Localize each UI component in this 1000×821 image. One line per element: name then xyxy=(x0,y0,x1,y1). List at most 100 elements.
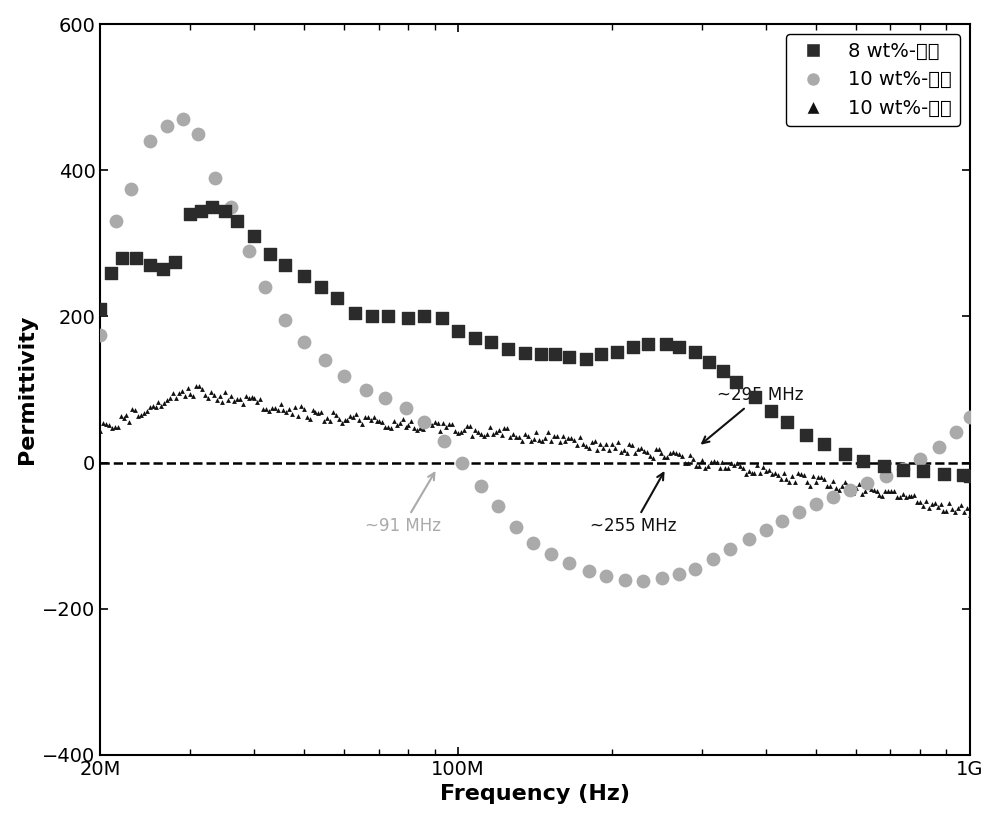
10 wt%-氩气 xyxy=(764,467,780,480)
10 wt%-氩气 xyxy=(453,426,469,439)
10 wt%-氮气 xyxy=(358,383,374,396)
10 wt%-氩气 xyxy=(212,389,228,402)
10 wt%-氩气 xyxy=(709,456,725,469)
10 wt%-氩气 xyxy=(264,401,280,415)
10 wt%-氩气 xyxy=(610,436,626,449)
10 wt%-氮气 xyxy=(561,557,577,570)
10 wt%-氩气 xyxy=(459,420,475,433)
10 wt%-氩气 xyxy=(621,438,637,451)
10 wt%-氩气 xyxy=(799,475,815,488)
10 wt%-氩气 xyxy=(630,443,646,456)
10 wt%-氩气 xyxy=(421,416,437,429)
8 wt%-氮气 xyxy=(92,303,108,316)
8 wt%-氮气 xyxy=(347,306,363,319)
10 wt%-氩气 xyxy=(418,414,434,427)
10 wt%-氩气 xyxy=(366,410,382,424)
10 wt%-氩气 xyxy=(348,408,364,421)
8 wt%-氮气 xyxy=(114,251,130,264)
10 wt%-氩气 xyxy=(258,402,274,415)
10 wt%-氩气 xyxy=(305,404,321,417)
10 wt%-氩气 xyxy=(331,413,347,426)
10 wt%-氩气 xyxy=(496,421,512,434)
10 wt%-氩气 xyxy=(482,420,498,433)
10 wt%-氩气 xyxy=(188,379,204,392)
8 wt%-氮气 xyxy=(167,255,183,268)
8 wt%-氮气 xyxy=(155,263,171,276)
10 wt%-氩气 xyxy=(485,428,501,441)
10 wt%-氮气 xyxy=(454,456,470,469)
10 wt%-氮气 xyxy=(543,548,559,561)
10 wt%-氮气 xyxy=(825,490,841,503)
10 wt%-氩气 xyxy=(293,400,309,413)
10 wt%-氩气 xyxy=(685,452,701,466)
8 wt%-氮气 xyxy=(715,365,731,378)
8 wt%-氮气 xyxy=(450,324,466,337)
10 wt%-氩气 xyxy=(895,488,911,501)
10 wt%-氩气 xyxy=(557,434,573,447)
10 wt%-氩气 xyxy=(903,489,919,502)
X-axis label: Frequency (Hz): Frequency (Hz) xyxy=(440,784,630,805)
10 wt%-氩气 xyxy=(476,429,492,443)
10 wt%-氩气 xyxy=(874,490,890,503)
10 wt%-氩气 xyxy=(587,435,603,448)
10 wt%-氩气 xyxy=(528,425,544,438)
10 wt%-氩气 xyxy=(165,386,181,399)
10 wt%-氩气 xyxy=(456,424,472,437)
10 wt%-氩气 xyxy=(261,404,277,417)
10 wt%-氩气 xyxy=(514,434,530,447)
10 wt%-氩气 xyxy=(889,490,905,503)
10 wt%-氩气 xyxy=(584,435,600,448)
10 wt%-氩气 xyxy=(581,441,597,454)
8 wt%-氮气 xyxy=(640,337,656,351)
8 wt%-氮气 xyxy=(517,346,533,360)
10 wt%-氩气 xyxy=(810,470,826,484)
10 wt%-氩气 xyxy=(877,484,893,498)
8 wt%-氮气 xyxy=(876,460,892,473)
8 wt%-氮气 xyxy=(955,469,971,482)
8 wt%-氮气 xyxy=(416,310,432,323)
10 wt%-氩气 xyxy=(194,383,210,396)
10 wt%-氩气 xyxy=(203,385,219,398)
10 wt%-氩气 xyxy=(866,484,882,497)
10 wt%-氩气 xyxy=(906,488,922,502)
10 wt%-氮气 xyxy=(878,470,894,483)
10 wt%-氩气 xyxy=(633,441,649,454)
10 wt%-氩气 xyxy=(95,416,111,429)
10 wt%-氩气 xyxy=(860,480,876,493)
10 wt%-氮气 xyxy=(912,452,928,466)
10 wt%-氩气 xyxy=(462,420,478,433)
10 wt%-氩气 xyxy=(296,402,312,415)
10 wt%-氩气 xyxy=(778,472,794,485)
10 wt%-氮气 xyxy=(207,171,223,184)
10 wt%-氩气 xyxy=(665,446,681,459)
8 wt%-氮气 xyxy=(561,350,577,363)
10 wt%-氩气 xyxy=(229,392,245,406)
10 wt%-氩气 xyxy=(171,387,187,400)
10 wt%-氩气 xyxy=(197,388,213,401)
8 wt%-氮气 xyxy=(895,463,911,476)
10 wt%-氮气 xyxy=(741,533,757,546)
8 wt%-氮气 xyxy=(296,270,312,283)
10 wt%-氩气 xyxy=(834,479,850,493)
10 wt%-氩气 xyxy=(145,400,161,413)
10 wt%-氩气 xyxy=(377,420,393,433)
10 wt%-氩气 xyxy=(729,456,745,470)
10 wt%-氩气 xyxy=(319,411,335,424)
10 wt%-氮气 xyxy=(859,476,875,489)
10 wt%-氩气 xyxy=(511,431,527,444)
10 wt%-氩气 xyxy=(604,438,620,451)
10 wt%-氩气 xyxy=(325,406,341,419)
8 wt%-氮气 xyxy=(483,336,499,349)
8 wt%-氮气 xyxy=(128,251,144,264)
8 wt%-氮气 xyxy=(434,311,450,324)
10 wt%-氩气 xyxy=(148,400,164,413)
8 wt%-氮气 xyxy=(182,208,198,221)
10 wt%-氩气 xyxy=(392,416,408,429)
10 wt%-氩气 xyxy=(839,479,855,492)
10 wt%-氩气 xyxy=(651,443,667,456)
10 wt%-氩气 xyxy=(467,424,483,437)
10 wt%-氮气 xyxy=(317,354,333,367)
10 wt%-氩气 xyxy=(656,451,672,464)
10 wt%-氩气 xyxy=(386,415,402,428)
10 wt%-氩气 xyxy=(92,424,108,438)
